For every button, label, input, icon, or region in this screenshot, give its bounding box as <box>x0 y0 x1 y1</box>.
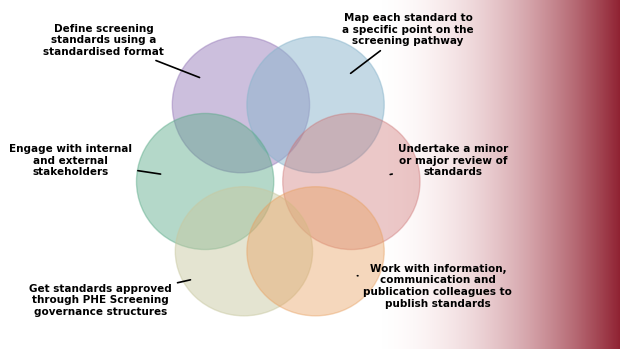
Ellipse shape <box>136 113 274 250</box>
Ellipse shape <box>175 187 312 316</box>
Ellipse shape <box>172 37 309 173</box>
Text: Engage with internal
and external
stakeholders: Engage with internal and external stakeh… <box>9 144 161 177</box>
Ellipse shape <box>247 187 384 316</box>
Text: Undertake a minor
or major review of
standards: Undertake a minor or major review of sta… <box>390 144 508 177</box>
Ellipse shape <box>247 37 384 173</box>
Ellipse shape <box>283 113 420 250</box>
Text: Work with information,
communication and
publication colleagues to
publish stand: Work with information, communication and… <box>357 264 512 309</box>
Text: Map each standard to
a specific point on the
screening pathway: Map each standard to a specific point on… <box>342 13 474 73</box>
Text: Get standards approved
through PHE Screening
governance structures: Get standards approved through PHE Scree… <box>29 280 190 317</box>
Text: Define screening
standards using a
standardised format: Define screening standards using a stand… <box>43 23 200 77</box>
